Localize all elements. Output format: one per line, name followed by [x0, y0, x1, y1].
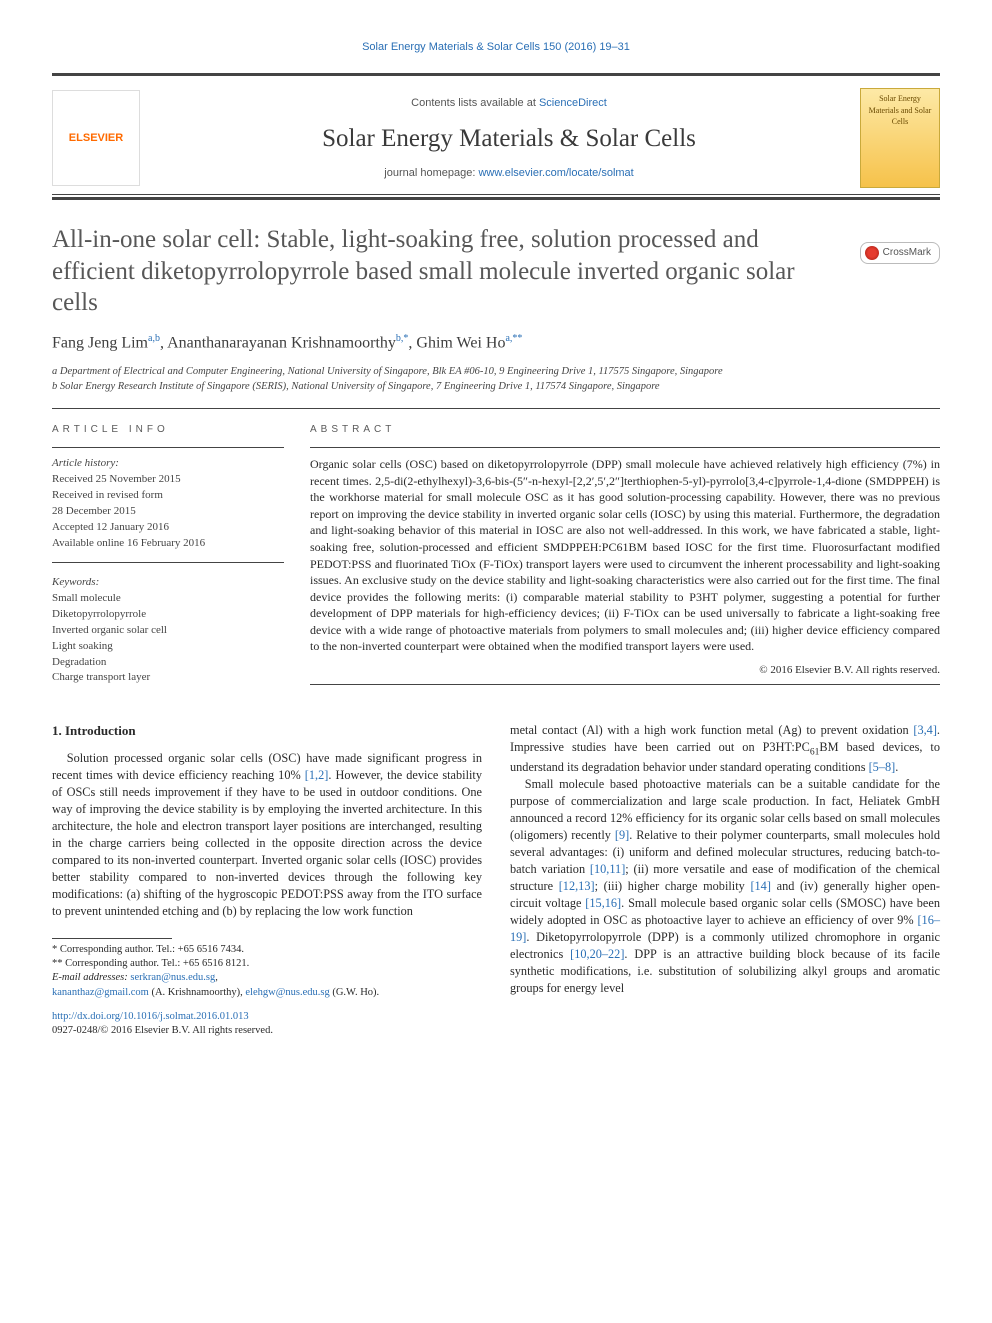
keyword-6: Charge transport layer	[52, 670, 284, 686]
elsevier-logo: ELSEVIER	[52, 90, 140, 186]
top-citation-link[interactable]: Solar Energy Materials & Solar Cells 150…	[362, 41, 630, 53]
affiliation-a: a Department of Electrical and Computer …	[52, 365, 940, 380]
abstract-col: ABSTRACT Organic solar cells (OSC) based…	[310, 423, 940, 686]
ref-12-13[interactable]: [12,13]	[559, 879, 595, 893]
keyword-4: Light soaking	[52, 639, 284, 655]
intro-p1: Solution processed organic solar cells (…	[52, 750, 482, 920]
history-revised: Received in revised form 28 December 201…	[52, 489, 163, 517]
rule-top	[52, 73, 940, 76]
author-3-aff: a,**	[505, 333, 522, 344]
article-info-col: ARTICLE INFO Article history: Received 2…	[52, 423, 284, 686]
author-2: Ananthanarayanan Krishnamoorthy	[167, 334, 396, 351]
keyword-3: Inverted organic solar cell	[52, 623, 284, 639]
history-received: Received 25 November 2015	[52, 473, 181, 485]
ref-9[interactable]: [9]	[615, 828, 629, 842]
article-info-header: ARTICLE INFO	[52, 423, 284, 437]
ref-10-20-22[interactable]: [10,20–22]	[570, 947, 624, 961]
ref-5-8[interactable]: [5–8]	[869, 760, 896, 774]
rule-bottom	[52, 197, 940, 200]
footnotes: * Corresponding author. Tel.: +65 6516 7…	[52, 938, 482, 1000]
email-2[interactable]: kananthaz@gmail.com	[52, 987, 149, 998]
intro-heading: 1. Introduction	[52, 722, 482, 740]
ref-10-11[interactable]: [10,11]	[590, 862, 625, 876]
masthead-center: Contents lists available at ScienceDirec…	[158, 96, 860, 182]
history-online: Available online 16 February 2016	[52, 537, 205, 549]
footnote-rule	[52, 938, 172, 939]
affiliation-b: b Solar Energy Research Institute of Sin…	[52, 380, 940, 395]
rule-before-abstract	[52, 408, 940, 409]
abstract-text: Organic solar cells (OSC) based on diket…	[310, 456, 940, 655]
contents-line: Contents lists available at ScienceDirec…	[158, 96, 860, 111]
ref-15-16[interactable]: [15,16]	[585, 896, 621, 910]
abstract-rule-bottom	[310, 684, 940, 685]
masthead-block: ELSEVIER Contents lists available at Sci…	[52, 73, 940, 200]
journal-cover-thumb: Solar Energy Materials and Solar Cells	[860, 88, 940, 188]
keywords-label: Keywords:	[52, 575, 284, 591]
body-columns: 1. Introduction Solution processed organ…	[52, 722, 940, 1038]
ref-1-2[interactable]: [1,2]	[305, 768, 329, 782]
corr-2: ** Corresponding author. Tel.: +65 6516 …	[52, 957, 482, 971]
info-rule-2	[52, 562, 284, 563]
homepage-prefix: journal homepage:	[384, 167, 478, 179]
emails: E-mail addresses: serkran@nus.edu.sg, ka…	[52, 971, 482, 999]
abstract-rule	[310, 447, 940, 448]
authors-line: Fang Jeng Lima,b, Ananthanarayanan Krish…	[52, 332, 940, 355]
right-p1: metal contact (Al) with a high work func…	[510, 722, 940, 776]
author-2-aff: b,*	[396, 333, 409, 344]
history-accepted: Accepted 12 January 2016	[52, 521, 169, 533]
author-1: Fang Jeng Lim	[52, 334, 148, 351]
email-label: E-mail addresses:	[52, 972, 130, 983]
author-3: Ghim Wei Ho	[416, 334, 505, 351]
email-1[interactable]: serkran@nus.edu.sg	[130, 972, 215, 983]
abstract-header: ABSTRACT	[310, 423, 940, 437]
history-label: Article history:	[52, 457, 119, 469]
masthead: ELSEVIER Contents lists available at Sci…	[52, 78, 940, 194]
info-abstract-row: ARTICLE INFO Article history: Received 2…	[52, 423, 940, 686]
doi-link[interactable]: http://dx.doi.org/10.1016/j.solmat.2016.…	[52, 1011, 249, 1022]
doi-block: http://dx.doi.org/10.1016/j.solmat.2016.…	[52, 1010, 482, 1039]
article-history: Article history: Received 25 November 20…	[52, 456, 284, 552]
sciencedirect-link[interactable]: ScienceDirect	[539, 97, 607, 109]
homepage-link[interactable]: www.elsevier.com/locate/solmat	[478, 167, 633, 179]
keyword-5: Degradation	[52, 655, 284, 671]
ref-3-4[interactable]: [3,4]	[913, 723, 937, 737]
author-1-aff: a,b	[148, 333, 160, 344]
keyword-2: Diketopyrrolopyrrole	[52, 607, 284, 623]
info-rule	[52, 447, 284, 448]
top-citation: Solar Energy Materials & Solar Cells 150…	[52, 40, 940, 55]
body-col-left: 1. Introduction Solution processed organ…	[52, 722, 482, 1038]
issn-copyright: 0927-0248/© 2016 Elsevier B.V. All right…	[52, 1025, 273, 1036]
crossmark-badge[interactable]: CrossMark	[860, 242, 940, 264]
keyword-1: Small molecule	[52, 591, 284, 607]
body-col-right: metal contact (Al) with a high work func…	[510, 722, 940, 1038]
abstract-copyright: © 2016 Elsevier B.V. All rights reserved…	[310, 663, 940, 678]
contents-prefix: Contents lists available at	[411, 97, 539, 109]
email-3[interactable]: elehgw@nus.edu.sg	[245, 987, 329, 998]
article-title: All-in-one solar cell: Stable, light-soa…	[52, 224, 832, 318]
journal-name: Solar Energy Materials & Solar Cells	[158, 121, 860, 156]
rule-thin-1	[52, 194, 940, 195]
right-p2: Small molecule based photoactive materia…	[510, 776, 940, 997]
keywords-block: Keywords: Small molecule Diketopyrrolopy…	[52, 575, 284, 687]
corr-1: * Corresponding author. Tel.: +65 6516 7…	[52, 943, 482, 957]
homepage-line: journal homepage: www.elsevier.com/locat…	[158, 166, 860, 181]
ref-14[interactable]: [14]	[750, 879, 771, 893]
